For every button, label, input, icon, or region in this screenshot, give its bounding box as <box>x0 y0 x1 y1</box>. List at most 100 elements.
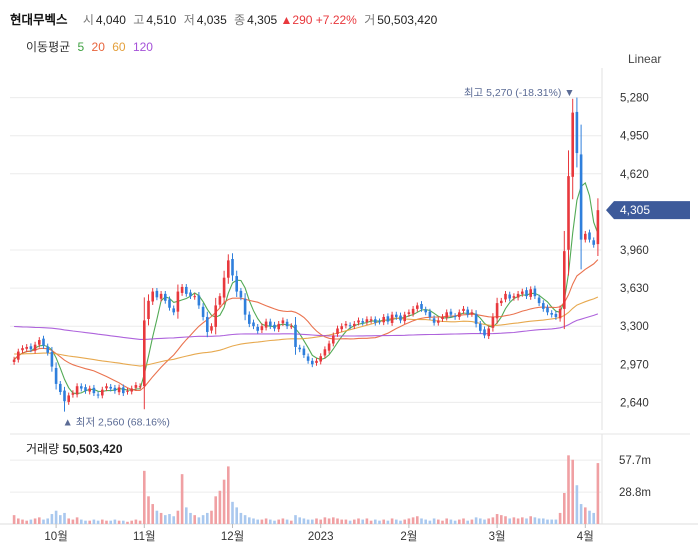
volume-bar <box>84 520 87 524</box>
moving-average-line-20 <box>13 259 599 392</box>
volume-bar <box>378 520 381 524</box>
volume-panel-title: 거래량 50,503,420 <box>26 440 123 457</box>
high-price: 4,510 <box>146 13 177 27</box>
volume-bar <box>285 519 289 524</box>
volume-bar <box>302 518 306 524</box>
scale-toggle-button[interactable]: Linear <box>628 52 662 66</box>
candle-body <box>92 387 96 394</box>
candle-body <box>42 338 45 346</box>
volume-bar <box>50 514 54 524</box>
ma-20[interactable]: 20 <box>91 40 105 54</box>
volume-bar <box>554 519 558 524</box>
candle-body <box>294 324 297 347</box>
candle-body <box>63 390 66 402</box>
volume-bar <box>546 519 549 524</box>
volume-bar <box>168 514 171 524</box>
candle-body <box>319 356 323 362</box>
candle-body <box>155 290 159 298</box>
volume-bar <box>256 519 260 524</box>
candle-body <box>554 313 558 317</box>
candle-body <box>285 321 289 327</box>
volume-bar <box>352 519 356 524</box>
candle-body <box>58 383 62 392</box>
current-price-tag <box>606 201 690 220</box>
candle-body <box>340 326 344 330</box>
candle-body <box>415 305 419 309</box>
volume-bar <box>520 517 524 524</box>
candle-body <box>373 319 377 323</box>
volume-bar <box>558 512 562 524</box>
candle-body <box>277 323 281 330</box>
candle-body <box>453 316 457 318</box>
candle-body <box>256 326 260 331</box>
candle-body <box>504 293 507 300</box>
volume-bar <box>235 507 239 524</box>
ma-60[interactable]: 60 <box>112 40 126 54</box>
volume-bar <box>243 515 247 524</box>
volume-bar <box>42 519 45 524</box>
low-label: 저 <box>183 13 195 27</box>
volume-bar <box>571 459 575 524</box>
volume-bar <box>100 519 104 524</box>
volume-bar <box>512 517 516 524</box>
candle-body <box>474 313 478 324</box>
volume-bar <box>441 520 444 524</box>
volume-bar <box>273 520 276 524</box>
volume-bar <box>550 519 554 524</box>
price-tick-label: 3,630 <box>620 283 649 295</box>
price-tick-label: 3,960 <box>620 245 649 257</box>
candle-body <box>268 321 272 327</box>
candle-body <box>445 312 449 318</box>
volume-bar <box>483 519 486 524</box>
candle-body <box>520 291 524 294</box>
candle-body <box>46 346 50 353</box>
volume-bar <box>105 520 108 524</box>
volume-bar <box>130 520 134 524</box>
volume-bar <box>508 518 512 524</box>
candle-body <box>457 312 461 317</box>
ma-120[interactable]: 120 <box>132 40 153 54</box>
stock-quote-header: 현대무벡스 시 4,040 고 4,510 저 4,035 종 4,305 ▲290 +… <box>10 9 437 28</box>
candle-body <box>109 386 113 389</box>
x-axis-tick-label: 11월 <box>133 530 156 543</box>
volume-bar <box>373 519 377 524</box>
high-price-annotation: 최고 5,270 (-18.31%) ▼ <box>464 87 575 99</box>
volume-bar <box>147 496 150 524</box>
volume-bar <box>386 520 390 524</box>
volume-bar <box>407 518 411 524</box>
volume-bar <box>340 519 344 524</box>
volume-bar <box>71 519 75 524</box>
price-tick-label: 2,640 <box>620 397 649 409</box>
moving-average-line-60 <box>14 296 599 367</box>
low-price: 4,035 <box>196 13 227 27</box>
candle-body <box>289 326 293 328</box>
volume-bar <box>579 504 583 524</box>
ma-5[interactable]: 5 <box>77 40 85 54</box>
volume-bar <box>189 512 192 524</box>
high-label: 고 <box>133 13 145 27</box>
candle-body <box>260 326 264 331</box>
candle-body <box>130 388 134 392</box>
candle-body <box>218 296 222 305</box>
volume-bar <box>445 518 449 524</box>
candle-body <box>512 296 516 298</box>
volume-bar <box>21 519 24 524</box>
volume-bar <box>126 521 129 524</box>
moving-average-line-120 <box>14 313 599 340</box>
candle-body <box>37 340 41 345</box>
candle-body <box>567 176 570 250</box>
volume-bar <box>29 519 33 524</box>
volume-bar <box>331 517 335 524</box>
volume-bar <box>567 455 570 524</box>
volume-bar <box>592 512 596 524</box>
volume-bar <box>583 507 587 524</box>
volume-bar <box>516 518 520 524</box>
open-label: 시 <box>82 13 94 27</box>
candle-body <box>138 386 142 388</box>
candle-body <box>67 395 71 402</box>
volume-bar <box>12 515 16 524</box>
volume-bar <box>294 515 297 524</box>
volume-bar <box>239 512 243 524</box>
x-axis-tick-label: 4월 <box>577 530 594 543</box>
